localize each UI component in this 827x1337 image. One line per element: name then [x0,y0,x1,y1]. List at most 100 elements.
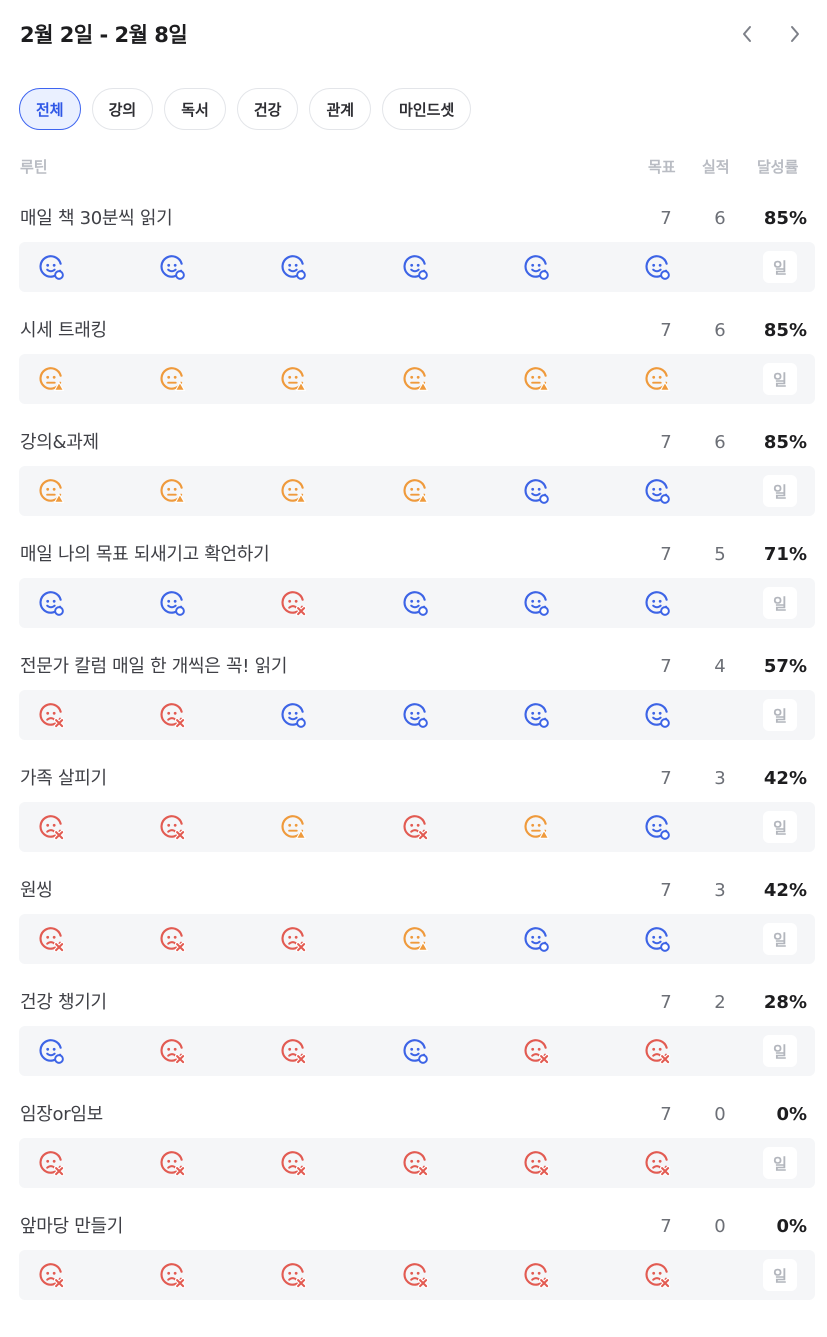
day-missed-icon[interactable] [402,1262,430,1290]
day-status-bar: 일 [19,802,815,852]
day-done-icon[interactable] [523,702,551,730]
day-done-icon[interactable] [644,478,672,506]
day-done-icon[interactable] [38,254,66,282]
tab-5[interactable]: 마인드셋 [382,88,472,130]
tab-3[interactable]: 건강 [236,88,299,130]
day-done-icon[interactable] [38,590,66,618]
day-missed-icon[interactable] [523,1038,551,1066]
day-missed-icon[interactable] [38,702,66,730]
day-missed-icon[interactable] [38,1262,66,1290]
prev-week-button[interactable] [732,16,762,52]
tab-4[interactable]: 관계 [309,88,372,130]
day-done-icon[interactable] [280,254,308,282]
day-done-icon[interactable] [644,254,672,282]
day-done-icon[interactable] [159,254,187,282]
sunday-badge[interactable]: 일 [763,1147,797,1179]
routine-name[interactable]: 건강 챙기기 [20,992,107,1013]
sunday-badge[interactable]: 일 [763,1035,797,1067]
day-partial-icon[interactable] [280,366,308,394]
tab-2[interactable]: 독서 [164,88,226,130]
sunday-badge[interactable]: 일 [763,363,797,395]
routine-name[interactable]: 원씽 [20,880,53,901]
routine-name[interactable]: 가족 살피기 [20,768,107,789]
routine-name[interactable]: 앞마당 만들기 [20,1216,123,1237]
routine-name[interactable]: 강의&과제 [20,432,99,453]
routine-rate: 85% [763,432,807,453]
day-missed-icon[interactable] [280,926,308,954]
day-status-bar: 일 [19,1026,815,1076]
day-done-icon[interactable] [523,254,551,282]
day-partial-icon[interactable] [402,926,430,954]
next-week-button[interactable] [780,16,810,52]
day-missed-icon[interactable] [644,1150,672,1178]
day-missed-icon[interactable] [159,814,187,842]
sunday-badge[interactable]: 일 [763,587,797,619]
sunday-badge[interactable]: 일 [763,923,797,955]
routine-name[interactable]: 임장or임보 [20,1104,103,1125]
day-missed-icon[interactable] [159,1150,187,1178]
sunday-badge[interactable]: 일 [763,251,797,283]
sunday-badge[interactable]: 일 [763,1259,797,1291]
routine-row: 매일 책 30분씩 읽기 7 6 85% 일 [19,204,815,294]
day-missed-icon[interactable] [159,926,187,954]
day-done-icon[interactable] [523,590,551,618]
day-partial-icon[interactable] [280,478,308,506]
day-done-icon[interactable] [402,254,430,282]
day-partial-icon[interactable] [402,478,430,506]
day-done-icon[interactable] [402,1038,430,1066]
routine-name[interactable]: 전문가 칼럼 매일 한 개씩은 꼭! 읽기 [20,656,288,677]
tab-1[interactable]: 강의 [91,88,154,130]
day-partial-icon[interactable] [402,366,430,394]
day-done-icon[interactable] [402,702,430,730]
day-missed-icon[interactable] [159,1038,187,1066]
day-partial-icon[interactable] [280,814,308,842]
sunday-badge[interactable]: 일 [763,811,797,843]
day-missed-icon[interactable] [644,1262,672,1290]
day-status-bar: 일 [19,578,815,628]
routine-name[interactable]: 시세 트래킹 [20,320,107,341]
day-partial-icon[interactable] [644,366,672,394]
day-missed-icon[interactable] [280,590,308,618]
day-status-bar: 일 [19,466,815,516]
day-missed-icon[interactable] [523,1262,551,1290]
routine-row: 앞마당 만들기 7 0 0% 일 [19,1212,815,1302]
day-partial-icon[interactable] [159,366,187,394]
day-missed-icon[interactable] [38,926,66,954]
day-done-icon[interactable] [280,702,308,730]
routine-goal: 7 [660,1104,672,1125]
day-missed-icon[interactable] [280,1262,308,1290]
day-missed-icon[interactable] [523,1150,551,1178]
day-done-icon[interactable] [644,814,672,842]
day-missed-icon[interactable] [402,814,430,842]
day-missed-icon[interactable] [38,814,66,842]
day-done-icon[interactable] [644,926,672,954]
day-done-icon[interactable] [402,590,430,618]
day-missed-icon[interactable] [159,702,187,730]
day-status-bar: 일 [19,242,815,292]
day-done-icon[interactable] [523,478,551,506]
day-done-icon[interactable] [159,590,187,618]
routine-name[interactable]: 매일 책 30분씩 읽기 [20,208,173,229]
day-partial-icon[interactable] [38,366,66,394]
day-done-icon[interactable] [38,1038,66,1066]
sunday-badge[interactable]: 일 [763,475,797,507]
day-missed-icon[interactable] [280,1150,308,1178]
day-missed-icon[interactable] [159,1262,187,1290]
routine-name[interactable]: 매일 나의 목표 되새기고 확언하기 [20,544,270,565]
day-done-icon[interactable] [644,702,672,730]
tab-0[interactable]: 전체 [19,88,81,130]
day-partial-icon[interactable] [159,478,187,506]
day-missed-icon[interactable] [38,1150,66,1178]
week-title: 2월 2일 - 2월 8일 [20,23,188,47]
day-missed-icon[interactable] [644,1038,672,1066]
day-partial-icon[interactable] [523,366,551,394]
day-missed-icon[interactable] [280,1038,308,1066]
day-partial-icon[interactable] [38,478,66,506]
sunday-badge[interactable]: 일 [763,699,797,731]
day-partial-icon[interactable] [523,814,551,842]
day-done-icon[interactable] [644,590,672,618]
routine-actual: 2 [714,992,726,1013]
routine-rate: 85% [763,208,807,229]
day-done-icon[interactable] [523,926,551,954]
day-missed-icon[interactable] [402,1150,430,1178]
